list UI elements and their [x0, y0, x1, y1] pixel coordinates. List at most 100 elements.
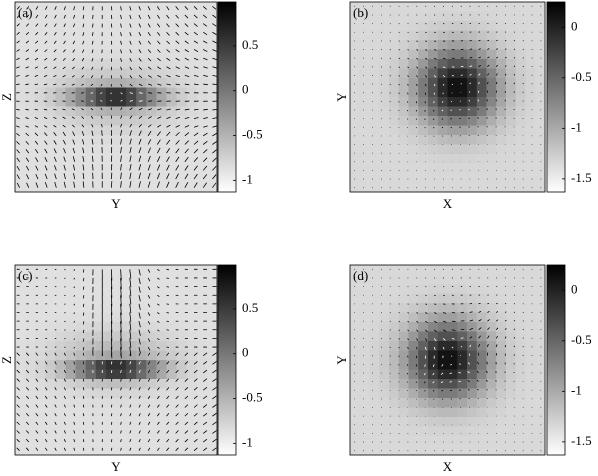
heatmap-cell: [65, 40, 77, 50]
heatmap-cell: [65, 11, 77, 22]
heatmap-cell: [156, 350, 167, 361]
heatmap-cell: [75, 331, 87, 342]
heatmap-cell: [186, 135, 198, 145]
vector-arrow: [175, 387, 179, 391]
heatmap-cell: [447, 436, 458, 446]
heatmap-cell: [506, 379, 517, 389]
heatmap-cell: [146, 312, 157, 323]
heatmap-cell: [176, 21, 188, 31]
vector-arrow: [81, 66, 85, 70]
vector-arrow: [166, 14, 170, 19]
heatmap-cell: [25, 30, 36, 41]
heatmap-cell: [166, 163, 178, 174]
heatmap-cell: [156, 331, 167, 342]
vector-arrow: [147, 32, 151, 37]
vector-arrow: [54, 181, 57, 188]
heatmap-cell: [75, 360, 87, 370]
vector-arrow: [212, 125, 218, 128]
heatmap-cell: [186, 125, 198, 136]
heatmap-cell: [350, 49, 361, 60]
heatmap-cell: [85, 322, 97, 332]
heatmap-cell: [496, 11, 507, 22]
heatmap-cell: [457, 284, 468, 294]
heatmap-cell: [476, 407, 487, 418]
heatmap-cell: [75, 116, 87, 126]
vector-arrow: [478, 327, 482, 331]
vector-arrow: [53, 40, 57, 44]
vector-arrow: [54, 447, 57, 451]
heatmap-cell: [176, 350, 188, 361]
heatmap-cell: [126, 116, 137, 126]
vector-arrow: [34, 108, 39, 111]
heatmap-cell: [398, 369, 409, 380]
heatmap-cell: [35, 106, 46, 117]
vector-arrow: [44, 31, 48, 36]
heatmap-cell: [369, 30, 380, 41]
vector-arrow: [54, 352, 57, 356]
vector-arrow: [389, 355, 391, 357]
heatmap-cell: [350, 182, 361, 193]
heatmap-cell: [379, 388, 390, 399]
vector-arrow: [34, 49, 39, 53]
heatmap-cell: [467, 2, 478, 12]
heatmap-cell: [196, 11, 208, 22]
heatmap-cell: [156, 274, 167, 285]
heatmap-cell: [398, 312, 409, 323]
heatmap-cell: [467, 379, 478, 389]
vector-arrow: [434, 40, 437, 42]
heatmap-cell: [379, 97, 390, 107]
heatmap-cell: [136, 265, 147, 275]
heatmap-cell: [515, 436, 526, 446]
heatmap-cell: [457, 436, 468, 446]
heatmap-cell: [55, 21, 66, 31]
heatmap-cell: [146, 87, 157, 98]
heatmap-cell: [176, 173, 188, 183]
heatmap-cell: [408, 407, 419, 418]
heatmap-cell: [369, 21, 380, 31]
vector-arrow: [82, 14, 85, 19]
vector-arrow: [202, 404, 208, 408]
heatmap-cell: [359, 341, 370, 351]
vector-arrow: [212, 6, 217, 10]
vector-arrow: [184, 140, 189, 145]
heatmap-cell: [535, 163, 546, 174]
heatmap-cell: [447, 59, 458, 69]
vector-arrow: [441, 101, 444, 103]
heatmap-cell: [35, 369, 46, 380]
heatmap-cell: [65, 144, 77, 155]
heatmap-cell: [65, 125, 77, 136]
heatmap-cell: [136, 21, 147, 31]
heatmap-cell: [166, 116, 178, 126]
heatmap-cell: [428, 303, 439, 313]
heatmap-cell: [418, 398, 429, 408]
vector-arrow: [64, 320, 66, 323]
vector-arrow: [120, 23, 122, 28]
heatmap-cell: [476, 331, 487, 342]
heatmap-cell: [369, 2, 380, 12]
heatmap-cell: [496, 436, 507, 446]
heatmap-cell: [467, 106, 478, 117]
heatmap-cell: [350, 154, 361, 164]
vector-arrow: [468, 126, 470, 128]
heatmap-cell: [496, 388, 507, 399]
heatmap-cell: [45, 322, 56, 332]
heatmap-cell: [476, 49, 487, 60]
heatmap-cell: [146, 144, 157, 155]
vector-arrow: [81, 75, 85, 78]
heatmap-cell: [379, 293, 390, 304]
vector-arrow: [434, 303, 437, 305]
vector-arrow: [513, 337, 516, 339]
vector-arrow: [16, 108, 20, 111]
heatmap-cell: [146, 341, 157, 351]
heatmap-cell: [45, 2, 56, 12]
heatmap-cell: [515, 116, 526, 126]
heatmap-cell: [515, 68, 526, 79]
heatmap-cell: [116, 87, 127, 98]
heatmap-cell: [35, 293, 46, 304]
heatmap-cell: [506, 11, 517, 22]
vector-arrow: [120, 146, 122, 154]
heatmap-cell: [379, 125, 390, 136]
heatmap-cell: [359, 116, 370, 126]
heatmap-cell: [136, 68, 147, 79]
heatmap-cell: [535, 68, 546, 79]
